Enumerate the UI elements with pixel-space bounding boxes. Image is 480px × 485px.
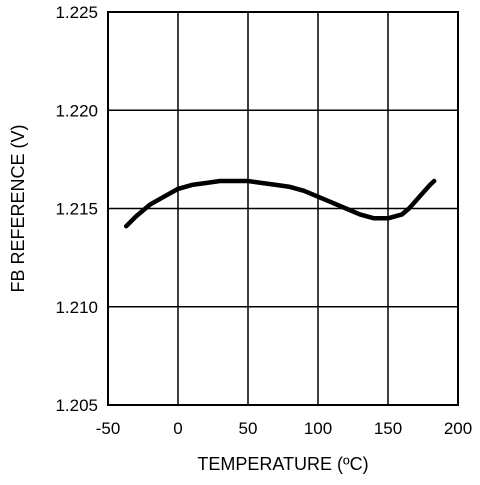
x-tick-label: -50: [96, 419, 121, 438]
x-axis-title: TEMPERATURE (ºC): [197, 454, 368, 474]
x-tick-label: 0: [173, 419, 182, 438]
series-group: [123, 178, 437, 229]
series-line: [123, 178, 437, 229]
y-tick-label: 1.220: [55, 101, 98, 120]
y-tick-label: 1.205: [55, 396, 98, 415]
y-tick-label: 1.225: [55, 3, 98, 22]
grid-lines: [108, 12, 458, 405]
y-tick-label: 1.215: [55, 200, 98, 219]
y-tick-labels: 1.205 1.210 1.215 1.220 1.225: [55, 3, 98, 415]
x-tick-label: 200: [444, 419, 472, 438]
y-axis-title: FB REFERENCE (V): [8, 124, 28, 292]
plot-area: [107, 11, 459, 406]
x-tick-label: 50: [239, 419, 258, 438]
x-tick-label: 100: [304, 419, 332, 438]
x-tick-label: 150: [374, 419, 402, 438]
x-tick-labels: -50 0 50 100 150 200: [96, 419, 472, 438]
y-tick-label: 1.210: [55, 298, 98, 317]
